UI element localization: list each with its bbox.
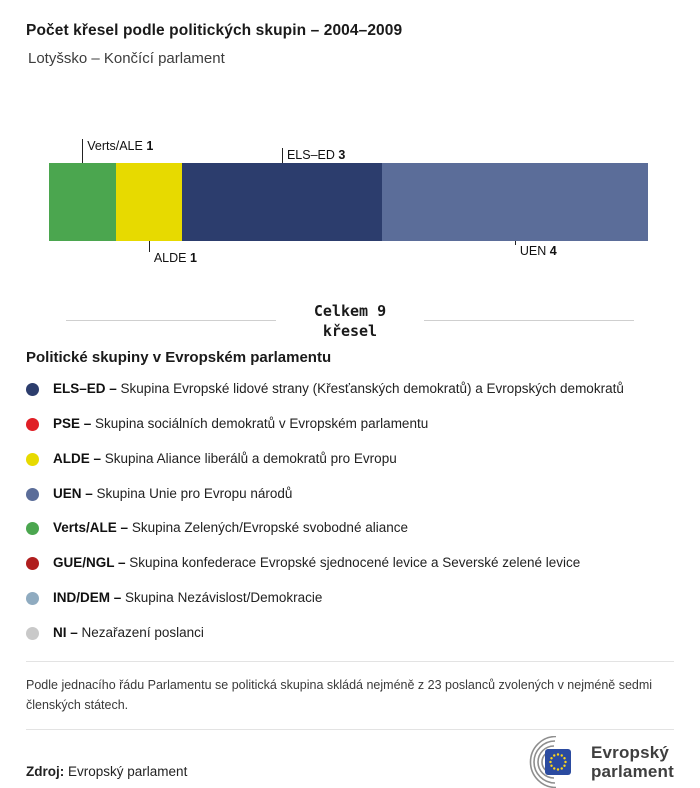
stacked-bar <box>49 162 648 241</box>
bar-segment-verts-ale <box>49 162 116 241</box>
legend-label: NI – Nezařazení poslanci <box>53 625 204 641</box>
legend-desc: Skupina Zelených/Evropské svobodné alian… <box>131 520 408 536</box>
legend-color-dot <box>26 383 39 397</box>
total-seats-text: Celkem 9 křesel <box>314 301 386 342</box>
source: Zdroj: Evropský parlament <box>26 764 187 779</box>
label-tick <box>148 240 150 252</box>
legend-item-gue-ngl: GUE/NGL – Skupina konfederace Evropské s… <box>26 555 674 571</box>
legend-abbr: PSE – <box>53 415 92 431</box>
legend-item-pse: PSE – Skupina sociálních demokratů v Evr… <box>26 415 674 432</box>
legend-heading: Politické skupiny v Evropském parlamentu <box>26 349 332 367</box>
legend-color-dot <box>26 487 39 501</box>
legend-item-els-ed: ELS–ED – Skupina Evropské lidové strany … <box>26 381 674 397</box>
label-text: UEN 4 <box>519 243 557 258</box>
divider-line-left <box>66 320 276 322</box>
total-line-2: křesel <box>322 321 378 340</box>
legend-desc: Skupina Nezávislost/Demokracie <box>125 590 323 606</box>
legend-color-dot <box>26 626 39 640</box>
legend-desc: Skupina Aliance liberálů a demokratů pro… <box>104 450 397 466</box>
legend-label: PSE – Skupina sociálních demokratů v Evr… <box>53 415 429 432</box>
legend-desc: Skupina Unie pro Evropu národů <box>96 485 293 501</box>
legend-abbr: GUE/NGL – <box>53 555 126 571</box>
total-line-1: Celkem 9 <box>313 301 387 320</box>
legend-abbr: IND/DEM – <box>53 590 122 606</box>
legend-color-dot <box>26 417 39 431</box>
legend-abbr: ALDE – <box>53 450 102 466</box>
bar-label-els-ed: ELS–ED 3 <box>281 147 345 163</box>
legend-abbr: NI – <box>53 625 78 640</box>
legend-desc: Skupina sociálních demokratů v Evropském… <box>95 415 429 431</box>
source-label: Zdroj: <box>26 763 65 779</box>
legend-abbr: Verts/ALE – <box>53 520 129 536</box>
legend-label: UEN – Skupina Unie pro Evropu národů <box>53 485 293 502</box>
label-text: ELS–ED 3 <box>286 147 346 162</box>
legend-color-dot <box>26 452 39 466</box>
legend-item-ni: NI – Nezařazení poslanci <box>26 625 674 641</box>
seats-bar-chart: Verts/ALE 1 ALDE 1 ELS–ED 3 UEN 4 <box>49 137 648 271</box>
legend-color-dot <box>26 557 39 571</box>
eu-flag-icon <box>544 749 571 776</box>
eu-stars-icon <box>549 753 567 771</box>
legend-desc: Skupina Evropské lidové strany (Křesťans… <box>120 381 624 397</box>
bar-segment-uen <box>381 162 648 241</box>
label-text: Verts/ALE 1 <box>87 138 154 153</box>
ep-logo-line1: Evropský <box>590 742 670 762</box>
legend-item-alde: ALDE – Skupina Aliance liberálů a demokr… <box>26 450 674 467</box>
bar-label-uen: UEN 4 <box>514 240 557 258</box>
legend-desc: Skupina konfederace Evropské sjednocené … <box>129 555 581 571</box>
footer: Zdroj: Evropský parlament <box>26 730 674 788</box>
label-text: ALDE 1 <box>153 250 197 265</box>
divider-line-right <box>424 320 634 322</box>
label-tick <box>514 240 516 245</box>
bar-label-verts-ale: Verts/ALE 1 <box>82 138 153 163</box>
page-subtitle: Lotyšsko – Končící parlament <box>28 49 225 67</box>
source-value: Evropský parlament <box>68 763 188 779</box>
label-tick <box>82 138 84 163</box>
legend-color-dot <box>26 592 39 606</box>
total-seats: Celkem 9 křesel <box>66 301 634 342</box>
legend-abbr: UEN – <box>53 485 93 501</box>
legend-label: GUE/NGL – Skupina konfederace Evropské s… <box>53 555 581 571</box>
legend-desc: Nezařazení poslanci <box>81 625 204 640</box>
label-tick <box>281 147 283 163</box>
legend-item-uen: UEN – Skupina Unie pro Evropu národů <box>26 485 674 502</box>
legend-label: ELS–ED – Skupina Evropské lidové strany … <box>53 381 624 397</box>
legend-item-verts-ale: Verts/ALE – Skupina Zelených/Evropské sv… <box>26 521 674 536</box>
legend-abbr: ELS–ED – <box>53 381 117 397</box>
ep-logo-mark <box>529 736 571 788</box>
ep-logo-text: Evropský parlament <box>591 743 674 782</box>
divider-top <box>26 660 674 662</box>
ep-logo: Evropský parlament <box>517 736 674 788</box>
legend-item-ind-dem: IND/DEM – Skupina Nezávislost/Demokracie <box>26 590 674 606</box>
legend-label: IND/DEM – Skupina Nezávislost/Demokracie <box>53 590 323 606</box>
ep-logo-line2: parlament <box>590 762 674 782</box>
bar-label-alde: ALDE 1 <box>148 240 197 265</box>
legend-label: ALDE – Skupina Aliance liberálů a demokr… <box>53 450 397 467</box>
legend-label: Verts/ALE – Skupina Zelených/Evropské sv… <box>53 521 408 536</box>
legend: ELS–ED – Skupina Evropské lidové strany … <box>26 381 674 641</box>
footnote: Podle jednacího řádu Parlamentu se polit… <box>26 677 653 713</box>
legend-color-dot <box>26 522 39 536</box>
bar-segment-alde <box>115 162 183 241</box>
bar-segment-els-ed <box>182 162 382 241</box>
page-title: Počet křesel podle politických skupin – … <box>26 22 403 39</box>
divider-bottom <box>26 729 674 731</box>
